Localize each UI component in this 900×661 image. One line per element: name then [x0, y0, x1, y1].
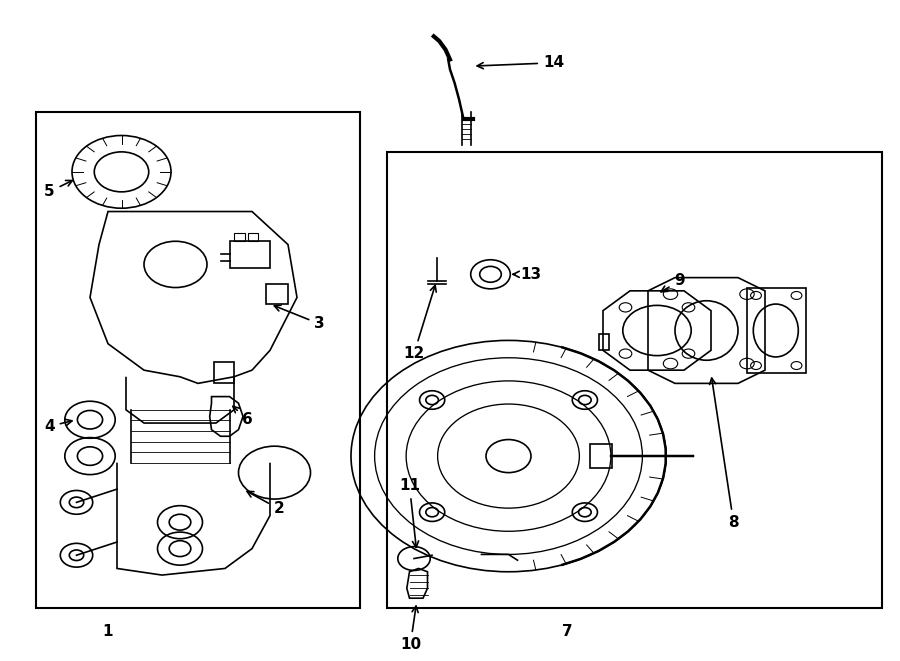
Bar	[234, 233, 245, 241]
Bar	[214, 362, 234, 383]
Text: 5: 5	[44, 180, 72, 199]
Bar	[248, 233, 258, 241]
Text: 7: 7	[562, 624, 572, 639]
Bar	[230, 241, 270, 268]
Text: 10: 10	[400, 606, 421, 652]
Text: 2: 2	[248, 491, 284, 516]
Text: 4: 4	[44, 419, 72, 434]
Bar	[590, 444, 612, 468]
Bar	[598, 334, 609, 350]
Text: 14: 14	[477, 56, 564, 70]
Text: 8: 8	[709, 378, 739, 529]
Text: 9: 9	[661, 274, 685, 292]
Text: 6: 6	[233, 407, 253, 427]
Text: 11: 11	[399, 479, 420, 547]
Bar	[36, 112, 360, 608]
Text: 12: 12	[403, 286, 436, 361]
Text: 1: 1	[103, 624, 113, 639]
Text: 3: 3	[274, 305, 325, 331]
Text: 13: 13	[513, 267, 542, 282]
Bar	[387, 152, 882, 608]
